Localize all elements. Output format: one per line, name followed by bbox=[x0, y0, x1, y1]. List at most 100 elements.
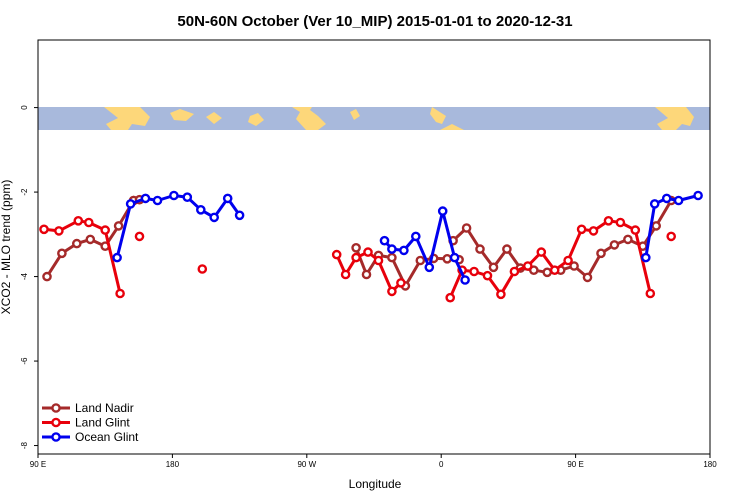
x-tick-label: 0 bbox=[439, 460, 444, 469]
data-point bbox=[630, 225, 641, 235]
data-point bbox=[42, 271, 52, 282]
data-point bbox=[84, 217, 94, 228]
legend-item: Land Nadir bbox=[42, 401, 134, 415]
data-point bbox=[609, 240, 620, 250]
data-point bbox=[442, 253, 453, 264]
legend-label: Land Glint bbox=[75, 416, 130, 430]
data-point bbox=[351, 242, 361, 253]
data-point bbox=[651, 221, 662, 231]
data-point bbox=[461, 223, 472, 233]
y-tick-label: -8 bbox=[20, 441, 29, 449]
data-point bbox=[469, 266, 479, 277]
legend-item: Ocean Glint bbox=[42, 430, 139, 444]
data-point bbox=[523, 261, 533, 271]
data-point bbox=[542, 267, 553, 278]
data-point bbox=[424, 262, 435, 273]
data-point bbox=[437, 206, 448, 216]
data-point bbox=[112, 252, 122, 263]
data-point bbox=[182, 192, 193, 202]
series-land-glint bbox=[39, 215, 677, 303]
data-point bbox=[361, 269, 372, 280]
data-point bbox=[666, 231, 677, 242]
data-point bbox=[115, 288, 125, 299]
data-point bbox=[623, 234, 633, 245]
y-tick-label: -6 bbox=[20, 357, 29, 365]
data-point bbox=[73, 215, 84, 226]
data-point bbox=[693, 190, 703, 201]
data-point bbox=[449, 252, 460, 263]
data-point bbox=[645, 288, 656, 299]
y-tick-label: 0 bbox=[20, 105, 29, 110]
data-point bbox=[415, 255, 426, 266]
data-point bbox=[582, 272, 593, 283]
data-point bbox=[387, 244, 397, 254]
data-point bbox=[234, 210, 245, 221]
data-point bbox=[399, 245, 409, 256]
data-point bbox=[603, 215, 614, 226]
x-tick-label: 90 E bbox=[30, 460, 46, 469]
data-point bbox=[169, 190, 179, 201]
data-point bbox=[569, 261, 579, 271]
data-point bbox=[563, 255, 573, 266]
data-point bbox=[209, 212, 219, 223]
data-point bbox=[641, 252, 651, 263]
series-ocean-glint bbox=[112, 190, 703, 285]
data-point bbox=[502, 244, 512, 254]
data-point bbox=[460, 275, 470, 285]
y-tick-label: -2 bbox=[20, 188, 29, 196]
data-point bbox=[197, 264, 208, 274]
legend-label: Ocean Glint bbox=[75, 430, 139, 444]
data-point bbox=[85, 234, 96, 245]
x-axis: 90 E 180 90 W 0 90 E 180 bbox=[30, 454, 717, 469]
x-tick-label: 180 bbox=[703, 460, 717, 469]
data-point bbox=[588, 226, 599, 236]
x-tick-label: 90 W bbox=[297, 460, 316, 469]
data-point bbox=[482, 270, 493, 281]
y-axis: 0 -2 -4 -6 -8 bbox=[20, 105, 38, 449]
data-point bbox=[509, 266, 520, 277]
data-point bbox=[39, 224, 49, 235]
data-point bbox=[488, 262, 499, 273]
data-point bbox=[100, 225, 110, 235]
data-point bbox=[125, 199, 136, 209]
data-point bbox=[649, 199, 660, 209]
legend-swatch-marker bbox=[51, 417, 61, 428]
legend-swatch-marker bbox=[51, 403, 61, 413]
data-point bbox=[113, 221, 124, 231]
data-point bbox=[445, 292, 456, 303]
data-point bbox=[140, 193, 151, 204]
series-line bbox=[115, 194, 241, 258]
data-point bbox=[576, 224, 587, 235]
data-point bbox=[351, 252, 361, 263]
data-point bbox=[661, 193, 672, 204]
data-point bbox=[54, 226, 64, 236]
data-point bbox=[529, 265, 539, 276]
data-point bbox=[331, 249, 342, 260]
x-tick-label: 180 bbox=[166, 460, 180, 469]
legend-swatch-marker bbox=[51, 432, 61, 442]
data-point bbox=[549, 265, 560, 276]
legend-label: Land Nadir bbox=[75, 401, 134, 415]
data-point bbox=[373, 255, 384, 266]
data-point bbox=[72, 238, 82, 249]
plot-frame bbox=[37, 39, 711, 455]
map-band-background bbox=[38, 107, 710, 130]
series-line bbox=[448, 219, 652, 299]
x-axis-label: Longitude bbox=[349, 477, 402, 491]
data-point bbox=[195, 204, 206, 215]
data-point bbox=[340, 269, 351, 280]
series-land-nadir bbox=[42, 194, 677, 291]
data-point bbox=[615, 217, 626, 228]
data-point bbox=[134, 231, 145, 242]
data-point bbox=[475, 244, 485, 254]
series-layer bbox=[39, 190, 703, 303]
chart-title: 50N-60N October (Ver 10_MIP) 2015-01-01 … bbox=[177, 13, 572, 30]
data-point bbox=[152, 195, 163, 206]
data-point bbox=[387, 286, 397, 297]
data-point bbox=[496, 289, 506, 300]
data-point bbox=[596, 248, 606, 259]
y-tick-label: -4 bbox=[20, 272, 29, 280]
x-tick-label: 90 E bbox=[567, 460, 583, 469]
